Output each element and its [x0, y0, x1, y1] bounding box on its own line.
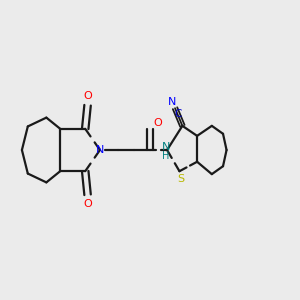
- Text: O: O: [83, 92, 92, 101]
- Text: O: O: [83, 199, 92, 208]
- Text: S: S: [177, 174, 184, 184]
- Text: O: O: [153, 118, 162, 128]
- Text: N: N: [161, 142, 170, 152]
- Text: N: N: [168, 97, 176, 107]
- Text: N: N: [96, 145, 104, 155]
- Text: H: H: [162, 152, 169, 161]
- Text: C: C: [174, 110, 181, 119]
